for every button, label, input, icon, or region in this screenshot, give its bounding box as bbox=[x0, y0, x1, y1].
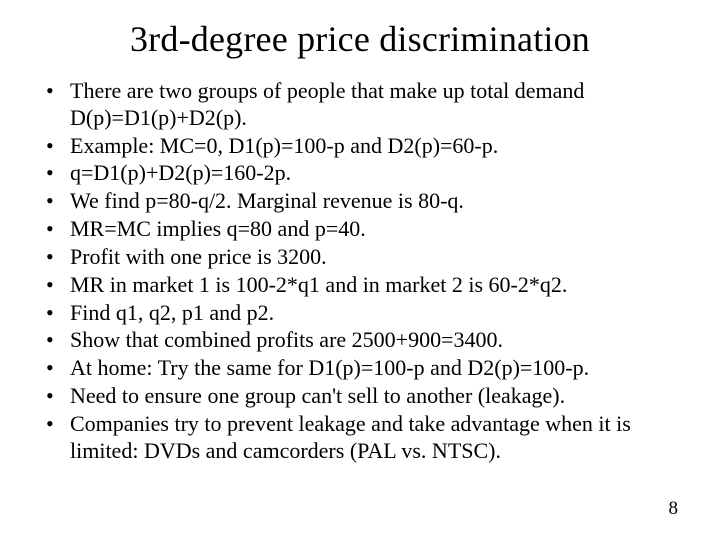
list-item: Companies try to prevent leakage and tak… bbox=[44, 411, 682, 465]
slide-title: 3rd-degree price discrimination bbox=[38, 18, 682, 60]
list-item: Example: MC=0, D1(p)=100-p and D2(p)=60-… bbox=[44, 133, 682, 160]
list-item: There are two groups of people that make… bbox=[44, 78, 682, 132]
list-item: MR in market 1 is 100-2*q1 and in market… bbox=[44, 272, 682, 299]
list-item: Need to ensure one group can't sell to a… bbox=[44, 383, 682, 410]
bullet-list: There are two groups of people that make… bbox=[38, 78, 682, 465]
page-number: 8 bbox=[669, 498, 679, 520]
list-item: Find q1, q2, p1 and p2. bbox=[44, 300, 682, 327]
list-item: At home: Try the same for D1(p)=100-p an… bbox=[44, 355, 682, 382]
list-item: q=D1(p)+D2(p)=160-2p. bbox=[44, 160, 682, 187]
list-item: Show that combined profits are 2500+900=… bbox=[44, 327, 682, 354]
list-item: MR=MC implies q=80 and p=40. bbox=[44, 216, 682, 243]
list-item: We find p=80-q/2. Marginal revenue is 80… bbox=[44, 188, 682, 215]
list-item: Profit with one price is 3200. bbox=[44, 244, 682, 271]
